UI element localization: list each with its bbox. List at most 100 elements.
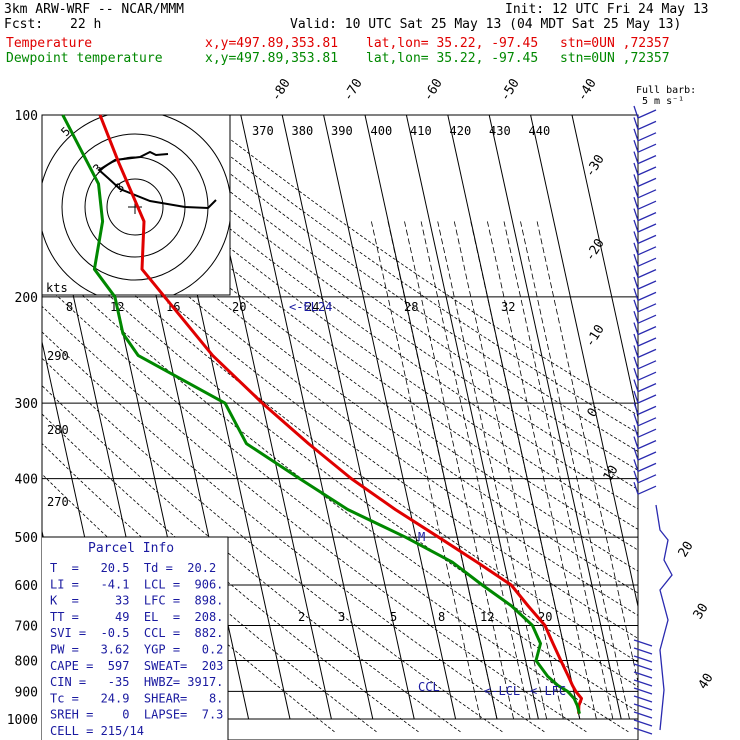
dry-adiabat (42, 357, 503, 733)
theta-e-label: 430 (489, 124, 511, 138)
isotherm-label: -80 (269, 76, 294, 104)
temperature-legend: Temperature (6, 36, 93, 51)
dry-adiabat (113, 115, 638, 490)
wind-barb-flag (633, 174, 639, 187)
wind-barb-shaft (637, 417, 657, 427)
barb-legend-title: Full barb: (636, 85, 696, 96)
theta-label: 290 (47, 349, 69, 363)
wind-barb-lower-flag (633, 687, 653, 695)
wind-barb-flag (633, 402, 639, 415)
parcel-panel-bg (42, 537, 228, 740)
wind-barb-lower-flag (633, 671, 653, 679)
wind-barb-shaft (637, 360, 657, 370)
wind-barb-shaft (637, 428, 657, 438)
wind-barb-shaft (637, 280, 657, 290)
theta-e-label: 390 (331, 124, 353, 138)
temperature-xy: x,y=497.89,353.81 (205, 36, 339, 51)
moist-adiabat (437, 221, 548, 720)
isotherm-line (281, 115, 415, 720)
wind-barb-shaft (637, 440, 657, 450)
theta-e-label: 410 (410, 124, 432, 138)
pressure-tick-label: 200 (15, 291, 38, 306)
wind-barb-flag (633, 367, 639, 381)
wind-barb-shaft (637, 200, 657, 210)
wind-barb-flag (633, 299, 639, 313)
wind-barb-flag (633, 162, 639, 176)
pressure-tick-label: 400 (15, 473, 38, 488)
isotherm-line (530, 115, 638, 609)
wind-barb-shaft (637, 269, 657, 279)
parcel-info-row: K = 33 LFC = 898. (50, 594, 223, 608)
dry-adiabat (42, 147, 638, 594)
forecast-label: Fcst: (4, 17, 44, 32)
init-time: Init: 12 UTC Fri 24 May 13 (505, 2, 709, 17)
moist-adiabat (487, 221, 597, 720)
theta-e-label: 420 (450, 124, 472, 138)
theta-e-label: 370 (252, 124, 274, 138)
parcel-info-row: LI = -4.1 LCL = 906. (50, 577, 223, 591)
isotherm-label: -60 (421, 76, 446, 104)
wind-barb-shaft (637, 155, 657, 165)
moist-adiabat (470, 221, 581, 720)
isotherm-line (488, 115, 622, 720)
mixing-ratio-label-low: 12 (480, 610, 494, 624)
wind-barb-shaft (637, 303, 657, 313)
wind-barb-lower-flag (633, 679, 653, 687)
dry-adiabat (42, 234, 638, 688)
model-title: 3km ARW-WRF -- NCAR/MMM (4, 2, 185, 17)
wind-barb-flag (633, 288, 639, 301)
wind-barb-lower-flag (633, 639, 653, 647)
wind-barb-flag (633, 413, 639, 427)
wind-barb-shaft (637, 474, 657, 484)
pressure-tick-label: 800 (15, 654, 38, 669)
moist-adiabat (420, 221, 531, 720)
isotherm-line (240, 115, 374, 720)
wind-barb-shaft (637, 371, 657, 381)
dry-adiabat (177, 115, 638, 434)
wind-barb-flag (633, 208, 639, 221)
el-marker-label: <-EL24 (289, 300, 332, 314)
wind-barb-shaft (637, 314, 657, 324)
dry-adiabat (42, 305, 587, 733)
sounding-series (61, 114, 583, 715)
isotherm-label: 30 (691, 601, 712, 622)
wind-barb-flag (633, 379, 639, 392)
wind-barb-flag (633, 242, 639, 256)
wind-barb-shaft (637, 348, 657, 358)
parcel-info-row: PW = 3.62 YGP = 0.2 (50, 643, 223, 657)
wind-barb-shaft (637, 189, 657, 199)
parcel-info-panel: Parcel Info T = 20.5 Td = 20.2 LI = -4.1 L… (42, 536, 229, 740)
wind-barb-lower-flag (633, 703, 653, 711)
wind-barb-shaft (637, 223, 657, 233)
mixing-ratio-label-low: 5 (390, 610, 397, 624)
dry-adiabat (42, 331, 545, 733)
dry-adiabat (42, 257, 638, 713)
wind-barb-flag (633, 333, 639, 347)
isotherm-label: -10 (583, 322, 608, 350)
wind-barb-flag (633, 219, 639, 233)
moist-adiabat (387, 221, 498, 720)
dewpoint-legend: Dewpoint temperature (6, 51, 163, 66)
mixing-ratio-label-low: 3 (338, 610, 345, 624)
dry-adiabat (42, 168, 638, 616)
moist-adiabat (503, 221, 614, 720)
sounding-annotations: <-EL24 <-LCL < LFC CCL M (289, 300, 566, 698)
wind-barb-flag (633, 105, 639, 119)
wind-barb-lower-flag (633, 719, 653, 727)
moist-adiabat (404, 221, 514, 720)
parcel-info-row: T = 20.5 Td = 20.2 (50, 561, 216, 575)
temperature-latlon: lat,lon= 35.22, -97.45 (366, 36, 539, 51)
wind-barb-lower-flag (633, 655, 653, 663)
moist-adiabat (520, 221, 630, 720)
valid-time: Valid: 10 UTC Sat 25 May 13 (04 MDT Sat … (290, 17, 682, 32)
parcel-info-row: Tc = 24.9 SHEAR= 8. (50, 691, 223, 705)
mixing-ratio-label-low: 8 (438, 610, 445, 624)
wind-barb-shaft (637, 383, 657, 393)
isotherm-label: 20 (676, 539, 697, 560)
theta-label: 280 (47, 423, 69, 437)
isotherm-label: -70 (341, 76, 366, 104)
wind-barb-flag (633, 356, 639, 370)
pressure-tick-label: 900 (15, 685, 38, 700)
